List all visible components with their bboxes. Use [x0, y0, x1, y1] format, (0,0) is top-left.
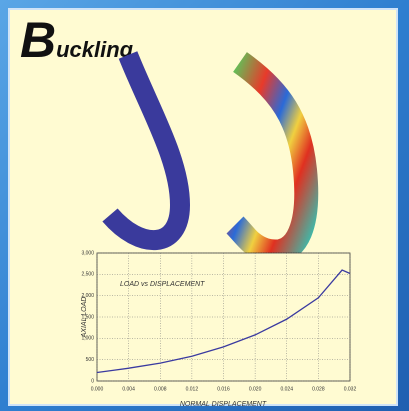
y-tick-label: 1,500	[81, 314, 94, 320]
fem-shell	[235, 62, 306, 252]
x-tick-label: 0.028	[312, 386, 325, 392]
y-tick-label: 1,000	[81, 336, 94, 342]
y-tick-label: 2,000	[81, 293, 94, 299]
x-tick-label: 0.000	[91, 386, 104, 392]
y-tick-label: 500	[86, 357, 95, 363]
y-tick-label: 2,500	[81, 272, 94, 278]
x-tick-label: 0.024	[280, 386, 293, 392]
x-axis-label: NORMAL DISPLACEMENT	[180, 401, 267, 408]
x-tick-label: 0.032	[344, 386, 357, 392]
chart-title: LOAD vs DISPLACEMENT	[120, 281, 205, 288]
x-tick-label: 0.008	[154, 386, 167, 392]
x-tick-label: 0.012	[186, 386, 199, 392]
y-tick-label: 3,000	[81, 250, 94, 256]
y-tick-label: 0	[91, 378, 94, 384]
x-tick-label: 0.016	[217, 386, 230, 392]
figure: LOAD vs DISPLACEMENT NORMAL DISPLACEMENT…	[0, 0, 409, 411]
x-tick-label: 0.020	[249, 386, 262, 392]
x-tick-label: 0.004	[122, 386, 135, 392]
blue-shell	[110, 55, 180, 240]
page: {"title": "Buckling", "chart_data": {"ty…	[0, 0, 409, 411]
